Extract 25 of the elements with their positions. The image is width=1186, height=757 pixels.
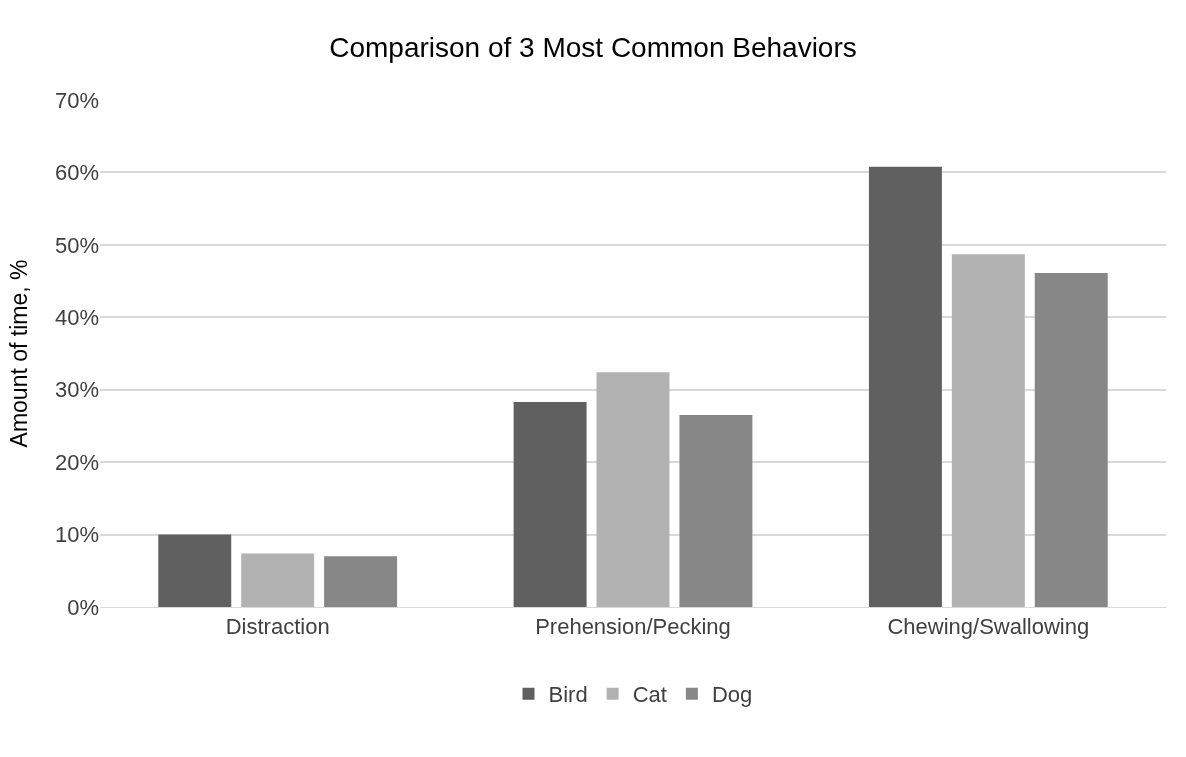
y-tick-label: 10% bbox=[54, 522, 99, 548]
bar bbox=[596, 372, 670, 607]
bar bbox=[324, 556, 398, 607]
x-tick-label: Chewing/Swallowing bbox=[887, 614, 1090, 640]
bar bbox=[1034, 273, 1108, 607]
y-tick-label: 30% bbox=[54, 377, 99, 403]
y-tick-label: 40% bbox=[54, 304, 99, 330]
bar bbox=[679, 415, 753, 607]
x-tick-label: Prehension/Pecking bbox=[535, 614, 731, 640]
bar bbox=[241, 553, 315, 607]
y-tick-label: 60% bbox=[54, 160, 99, 186]
legend-label: Bird bbox=[548, 682, 588, 708]
y-axis-title: Amount of time, % bbox=[6, 259, 33, 448]
x-tick-label: Distraction bbox=[225, 614, 330, 640]
chart-title: Comparison of 3 Most Common Behaviors bbox=[329, 32, 857, 64]
bar bbox=[158, 534, 232, 607]
y-tick-label: 50% bbox=[54, 232, 99, 258]
legend-label: Dog bbox=[711, 682, 753, 708]
bar bbox=[951, 254, 1025, 607]
legend-label: Cat bbox=[632, 682, 667, 708]
y-tick-label: 0% bbox=[67, 594, 99, 620]
bar bbox=[513, 402, 587, 607]
bar bbox=[868, 166, 942, 607]
y-tick-label: 20% bbox=[54, 449, 99, 475]
y-tick-label: 70% bbox=[54, 87, 99, 113]
